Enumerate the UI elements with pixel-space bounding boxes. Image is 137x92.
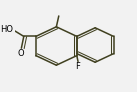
Text: HO: HO [1,25,13,34]
Text: O: O [17,49,24,58]
Text: F: F [76,62,80,71]
